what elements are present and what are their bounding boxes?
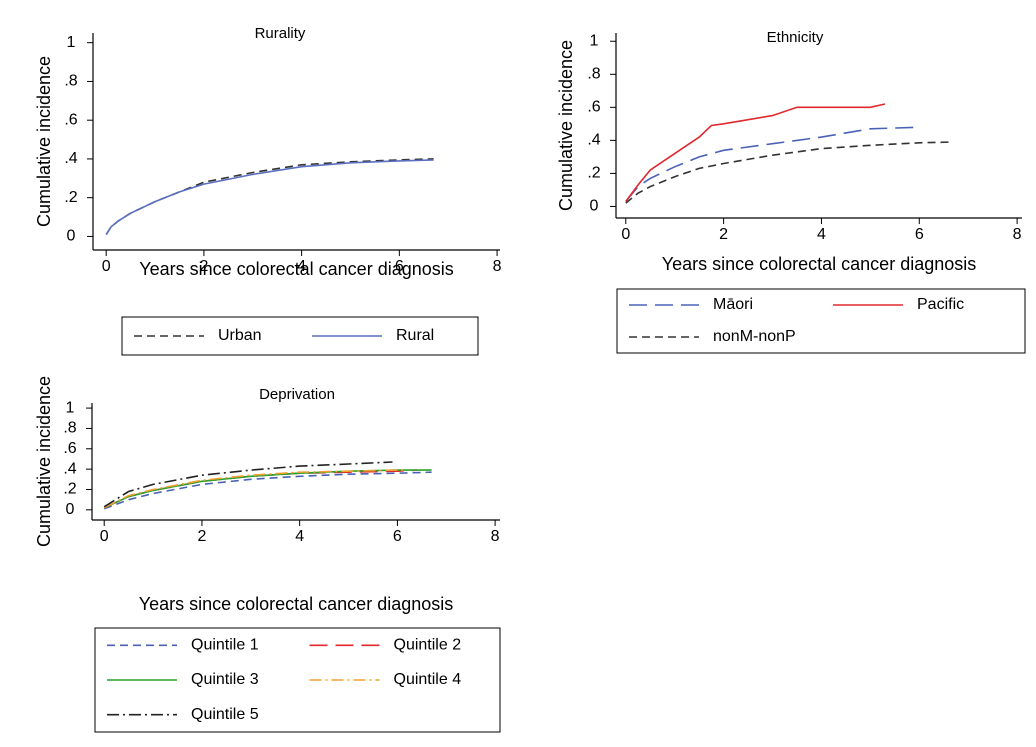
x-tick-label: 8: [491, 528, 500, 545]
series-line: [625, 126, 920, 203]
y-tick-label: .8: [64, 73, 77, 90]
y-tick-label: 1: [67, 34, 76, 51]
x-tick-label: 4: [295, 528, 304, 545]
x-tick-label: 6: [915, 226, 924, 243]
legend-label: Māori: [713, 296, 753, 313]
legend-label: Quintile 1: [191, 637, 259, 654]
legend-box: [616, 288, 1026, 354]
x-tick-label: 2: [197, 528, 206, 545]
chart-title: Ethnicity: [767, 29, 824, 46]
x-tick-label: 2: [719, 226, 728, 243]
series-line: [103, 461, 393, 508]
y-axis-label: Cumulative incidence: [556, 40, 576, 211]
y-tick-label: .4: [64, 150, 77, 167]
y-tick-label: .2: [587, 165, 600, 182]
x-tick-label: 0: [100, 528, 109, 545]
chart-title: Rurality: [255, 25, 306, 42]
x-tick-label: 8: [493, 258, 502, 275]
y-tick-label: 0: [66, 501, 75, 518]
y-tick-label: .8: [587, 66, 600, 83]
x-tick-label: 4: [817, 226, 826, 243]
legend-label: Quintile 4: [394, 671, 462, 688]
legend-label: nonM-nonP: [713, 328, 796, 345]
legend-label: Urban: [218, 327, 262, 344]
series-line: [625, 141, 954, 204]
y-tick-label: 1: [590, 32, 599, 49]
y-tick-label: .4: [63, 460, 76, 477]
y-tick-label: .8: [63, 420, 76, 437]
legend-box: [121, 316, 479, 356]
y-tick-label: .2: [63, 481, 76, 498]
x-tick-label: 8: [1013, 226, 1022, 243]
x-tick-label: 2: [199, 258, 208, 275]
x-tick-label: 4: [297, 258, 306, 275]
series-line: [105, 158, 434, 235]
chart-title: Deprivation: [259, 386, 335, 403]
x-tick-label: 6: [395, 258, 404, 275]
series-line: [105, 159, 434, 235]
x-tick-label: 6: [393, 528, 402, 545]
legend-label: Quintile 5: [191, 706, 259, 723]
y-tick-label: .4: [587, 132, 600, 149]
x-axis-label: Years since colorectal cancer diagnosis: [139, 594, 454, 614]
y-tick-label: .6: [64, 111, 77, 128]
series-line: [103, 469, 408, 509]
x-axis-label: Years since colorectal cancer diagnosis: [139, 259, 454, 279]
legend-label: Quintile 3: [191, 671, 259, 688]
series-line: [103, 471, 432, 510]
y-tick-label: 1: [66, 399, 75, 416]
y-tick-label: 0: [590, 198, 599, 215]
series-line: [625, 103, 886, 202]
legend-label: Pacific: [917, 296, 964, 313]
legend-label: Quintile 2: [394, 637, 462, 654]
y-tick-label: .2: [64, 189, 77, 206]
y-tick-label: 0: [67, 228, 76, 245]
y-axis-label: Cumulative incidence: [34, 376, 54, 547]
x-axis-label: Years since colorectal cancer diagnosis: [662, 254, 977, 274]
y-tick-label: .6: [63, 440, 76, 457]
y-tick-label: .6: [587, 99, 600, 116]
legend-label: Rural: [396, 327, 434, 344]
y-axis-label: Cumulative incidence: [34, 56, 54, 227]
x-tick-label: 0: [621, 226, 630, 243]
x-tick-label: 0: [102, 258, 111, 275]
